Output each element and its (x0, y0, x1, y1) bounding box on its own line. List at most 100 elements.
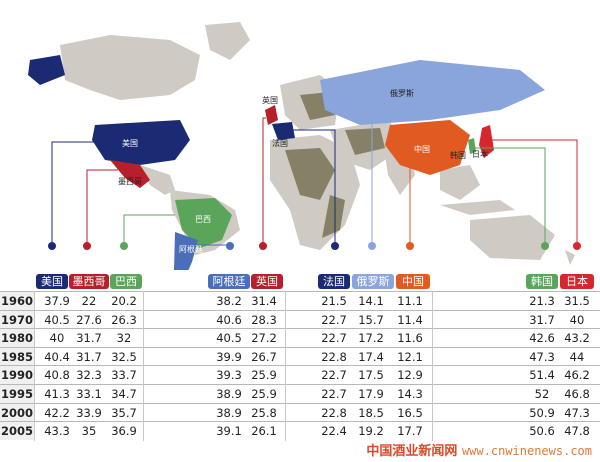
marker-kr (541, 242, 549, 250)
value-cell: 22.8 (321, 349, 347, 364)
value-cell: 11.6 (397, 331, 423, 346)
value-cell: 17.7 (397, 424, 423, 439)
value-cell: 33.1 (76, 387, 102, 401)
value-cell: 40.5 (216, 331, 242, 346)
value-cell: 47.3 (564, 405, 590, 420)
map-label-mx: 墨西哥 (118, 177, 142, 186)
shaded-regions (285, 92, 385, 238)
value-cell: 26.7 (251, 349, 277, 364)
value-cell: 31.7 (76, 331, 102, 346)
value-cell: 39.3 (216, 368, 242, 383)
russia-shape (320, 60, 545, 125)
value-cell: 14.3 (397, 387, 423, 401)
map-label-us: 美国 (122, 138, 138, 148)
value-cell: 25.9 (251, 387, 277, 401)
value-cell: 26.1 (251, 424, 277, 439)
value-cell: 32.5 (111, 349, 137, 364)
value-cell: 36.9 (111, 424, 137, 439)
value-cell: 17.9 (358, 387, 384, 401)
marker-jp (573, 242, 581, 250)
value-cell: 38.9 (216, 405, 242, 420)
marker-ar (226, 242, 234, 250)
value-cell: 42.6 (529, 331, 555, 346)
map-label-cn: 中国 (414, 144, 430, 154)
leader-line-fr (290, 129, 336, 245)
header-us: 美国 (36, 274, 68, 289)
value-cell: 17.2 (358, 331, 384, 346)
value-cell: 31.7 (76, 349, 102, 364)
marker-ru (368, 242, 376, 250)
footer: 中国酒业新闻网 www.cnwinenews.com (366, 441, 592, 462)
mexico-shape (110, 160, 150, 188)
year-cell: 1990 (0, 366, 34, 385)
value-cell: 18.5 (358, 405, 384, 420)
map-label-ar: 阿根廷 (179, 244, 203, 254)
year-cell: 1960 (0, 292, 34, 310)
value-cell: 22.7 (321, 368, 347, 383)
leader-line-jp (488, 139, 578, 245)
value-cell: 19.2 (358, 424, 384, 439)
value-cell: 20.2 (111, 294, 137, 308)
table-row: 1980 40 31.7 32 40.5 27.2 22.7 17.2 11.6 42.6 43.2 (0, 328, 600, 348)
map-label-uk: 英国 (262, 95, 278, 105)
map-label-jp: 日本 (472, 149, 488, 159)
value-cell: 38.9 (216, 387, 242, 401)
value-cell: 40.4 (44, 349, 70, 364)
value-cell: 12.1 (397, 349, 423, 364)
marker-uk (259, 242, 267, 250)
header-ru: 俄罗斯 (352, 274, 394, 289)
korea-shape (468, 138, 476, 154)
value-cell: 35.7 (111, 405, 137, 420)
value-cell: 37.9 (44, 294, 70, 308)
year-cell: 1985 (0, 347, 34, 366)
year-cell: 2000 (0, 403, 34, 422)
marker-mx (83, 242, 91, 250)
header-uk: 英国 (251, 274, 283, 289)
alaska-shape (28, 55, 65, 85)
year-cell: 1995 (0, 385, 34, 403)
value-cell: 50.9 (529, 405, 555, 420)
header-mx: 墨西哥 (69, 274, 109, 289)
value-cell: 25.8 (251, 405, 277, 420)
value-cell: 40.5 (44, 312, 70, 327)
value-cell: 34.7 (111, 387, 137, 401)
china-shape (385, 120, 470, 175)
value-cell: 22.7 (321, 312, 347, 327)
brazil-shape (175, 198, 232, 248)
value-cell: 33.7 (111, 368, 137, 383)
table-row: 2005 43.3 35 36.9 39.1 26.1 22.4 19.2 17.7 50.6 47… (0, 421, 600, 441)
year-cell: 1980 (0, 329, 34, 348)
header-br: 巴西 (110, 274, 142, 289)
value-cell: 17.4 (358, 349, 384, 364)
value-cell: 22.4 (321, 424, 347, 439)
value-cell: 38.2 (216, 294, 242, 308)
marker-cn (406, 242, 414, 250)
leader-line-us (51, 141, 110, 245)
value-cell: 46.2 (564, 368, 590, 383)
divider-2 (285, 291, 286, 441)
header-fr: 法国 (318, 274, 350, 289)
value-cell: 33.9 (76, 405, 102, 420)
table-row: 1990 40.8 32.3 33.7 39.3 25.9 22.7 17.5 12.9 51.4… (0, 365, 600, 385)
value-cell: 41.3 (44, 387, 70, 401)
year-cell: 2005 (0, 422, 34, 441)
value-cell: 40 (569, 312, 585, 327)
value-cell: 11.4 (397, 312, 423, 327)
marker-br (120, 242, 128, 250)
marker-us (48, 242, 56, 250)
value-cell: 43.3 (44, 424, 70, 439)
value-cell: 32 (116, 331, 132, 346)
value-cell: 31.5 (564, 294, 590, 308)
map-label-ru: 俄罗斯 (390, 88, 414, 98)
year-cell: 1970 (0, 310, 34, 329)
value-cell: 35 (81, 424, 97, 439)
divider-3 (432, 291, 433, 441)
value-cell: 50.6 (529, 424, 555, 439)
value-cell: 40.8 (44, 368, 70, 383)
value-cell: 31.7 (529, 312, 555, 327)
value-cell: 22.7 (321, 387, 347, 401)
value-cell: 52 (534, 387, 550, 401)
value-cell: 42.2 (44, 405, 70, 420)
value-cell: 17.5 (358, 368, 384, 383)
value-cell: 25.9 (251, 368, 277, 383)
